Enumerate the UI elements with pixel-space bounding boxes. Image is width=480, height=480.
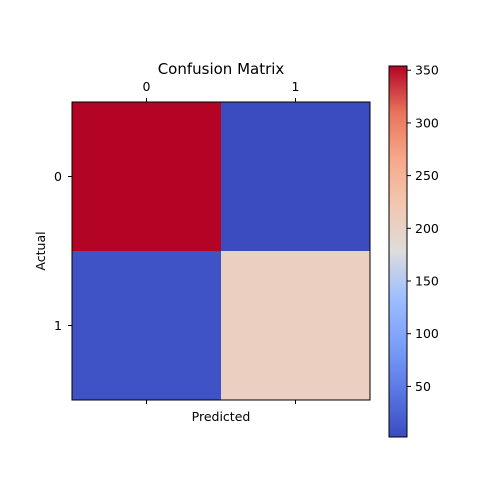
colorbar-tick-label-0: 50 xyxy=(415,379,431,394)
y-tick-label-1: 1 xyxy=(54,318,62,333)
x-tick-label-0: 0 xyxy=(143,79,151,94)
y-tick-label-0: 0 xyxy=(54,169,62,184)
heatmap-cell-1-1 xyxy=(221,251,370,400)
heatmap-cell-0-0 xyxy=(72,102,221,251)
x-tick-label-1: 1 xyxy=(292,79,300,94)
plot-frame xyxy=(71,101,371,401)
colorbar-tick-label-2: 150 xyxy=(415,274,439,289)
colorbar-ticks: 50 100 150 200 250 300 350 xyxy=(407,63,439,394)
colorbar-tick-label-1: 100 xyxy=(415,326,439,341)
y-ticks: 01 xyxy=(54,169,72,333)
x-axis-label: Predicted xyxy=(192,409,251,424)
colorbar-tick-label-5: 300 xyxy=(415,115,439,130)
colorbar-tick-label-6: 350 xyxy=(415,63,439,78)
colorbar xyxy=(388,65,408,438)
colorbar-tick-label-4: 250 xyxy=(415,168,439,183)
colorbar-tick-label-3: 200 xyxy=(415,221,439,236)
heatmap-cell-1-0 xyxy=(72,251,221,400)
y-axis-label: Actual xyxy=(33,231,48,270)
chart-title: Confusion Matrix xyxy=(158,60,285,78)
heatmap-cells xyxy=(72,102,370,400)
heatmap-cell-0-1 xyxy=(221,102,370,251)
